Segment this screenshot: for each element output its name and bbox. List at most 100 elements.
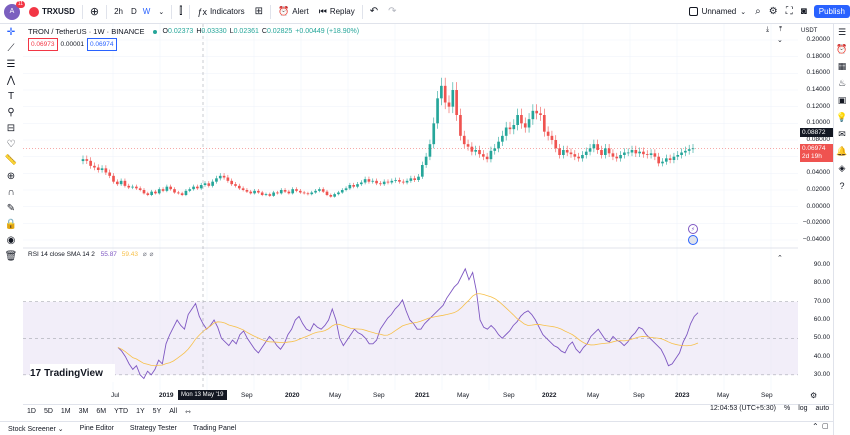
- trend-line-tool[interactable]: ⟋: [0, 40, 22, 56]
- time-tick: 2019: [159, 392, 174, 399]
- compare-symbol-button[interactable]: ⊕: [85, 0, 104, 24]
- tab-trading-panel[interactable]: Trading Panel: [192, 425, 237, 432]
- publish-button[interactable]: Publish: [813, 5, 850, 18]
- symbol-label: TRXUSD: [42, 7, 75, 16]
- calendar-button[interactable]: ▣: [834, 92, 850, 109]
- candle: [607, 144, 611, 157]
- candle: [470, 142, 474, 156]
- range-1d-button[interactable]: 1D: [27, 408, 36, 415]
- range-1y-button[interactable]: 1Y: [136, 408, 145, 415]
- range-1m-button[interactable]: 1M: [60, 408, 71, 415]
- notifications-button[interactable]: 🔔: [834, 143, 850, 160]
- replay-button[interactable]: ⏮ Replay: [314, 0, 360, 24]
- axis-settings-icon[interactable]: ⚙: [810, 391, 818, 400]
- price-axis[interactable]: 0.20000 0.18000 0.16000 0.14000 0.12000 0.100…: [798, 24, 833, 390]
- legend-title[interactable]: TRON / TetherUS · 1W · BINANCE: [28, 27, 145, 36]
- stay-drawing-tool[interactable]: ✎: [0, 200, 22, 216]
- buy-price-box[interactable]: 0.06974: [87, 38, 117, 51]
- settings-button[interactable]: ⚙: [765, 6, 782, 17]
- chat-button[interactable]: ✉: [834, 126, 850, 143]
- layout-name-button[interactable]: Unnamed ⌄: [684, 0, 752, 24]
- hotlists-button[interactable]: ♨: [834, 75, 850, 92]
- price-chart[interactable]: [23, 24, 798, 390]
- tab-strategy-tester[interactable]: Strategy Tester: [129, 425, 177, 432]
- interval-2h-button[interactable]: 2h: [114, 7, 124, 16]
- help-button[interactable]: ?: [834, 177, 850, 194]
- eye-slash-icon[interactable]: ⌀: [142, 251, 147, 258]
- time-tick: Sep: [241, 392, 253, 399]
- layout-templates-button[interactable]: ⊞: [250, 0, 268, 24]
- eye-slash-icon[interactable]: ⌀: [149, 251, 154, 258]
- range-all-button[interactable]: All: [169, 408, 178, 415]
- fullscreen-button[interactable]: ⛶: [782, 6, 797, 17]
- collapse-panel-icon[interactable]: ⌃: [812, 422, 819, 431]
- ideas-button[interactable]: 💡: [834, 109, 850, 126]
- candle: [474, 145, 478, 156]
- crosshair-tool[interactable]: ✛: [0, 24, 22, 40]
- redo-button[interactable]: ↷: [383, 0, 401, 24]
- range-3m-button[interactable]: 3M: [78, 408, 89, 415]
- range-5y-button[interactable]: 5Y: [152, 408, 162, 415]
- data-window-button[interactable]: ▦: [834, 58, 850, 75]
- prediction-tool[interactable]: ⚲: [0, 104, 22, 120]
- currency-label[interactable]: USDT: [801, 28, 818, 34]
- auto-scale-toggle[interactable]: auto: [815, 405, 830, 412]
- candle: [142, 188, 146, 195]
- layers-button[interactable]: ◈: [834, 160, 850, 177]
- sell-price-box[interactable]: 0.06973: [28, 38, 58, 51]
- range-ytd-button[interactable]: YTD: [114, 408, 129, 415]
- price-tick: 0.04000: [806, 169, 831, 177]
- rsi-legend[interactable]: RSI 14 close SMA 14 2 55.87 59.43 ⌀ ⌀: [28, 250, 154, 258]
- log-scale-toggle[interactable]: log: [798, 405, 808, 412]
- range-6m-button[interactable]: 6M: [96, 408, 107, 415]
- scale-arrow-icon[interactable]: ⤓: [766, 26, 770, 33]
- user-avatar[interactable]: A 11: [4, 0, 25, 20]
- icons-tool[interactable]: ♡: [0, 136, 22, 152]
- undo-button[interactable]: ↶: [365, 0, 383, 24]
- calendar-icon: ▣: [837, 95, 847, 105]
- clock-label[interactable]: 12:04:53 (UTC+5:30): [710, 405, 776, 412]
- date-range-icon[interactable]: ⇿: [185, 408, 191, 416]
- fib-tool[interactable]: ☰: [0, 56, 22, 72]
- range-5d-button[interactable]: 5D: [43, 408, 53, 415]
- interval-dropdown-button[interactable]: ⌄: [153, 0, 169, 24]
- candle: [112, 173, 115, 184]
- scale-arrow-icon[interactable]: ⤒: [779, 26, 783, 33]
- ruler-tool[interactable]: 📏: [0, 152, 22, 168]
- candle: [165, 184, 169, 193]
- magnet-tool[interactable]: ∩: [0, 184, 22, 200]
- remove-tool[interactable]: 🗑: [0, 248, 22, 264]
- lock-tool[interactable]: 🔒: [0, 216, 22, 232]
- search-button[interactable]: ⌕: [751, 6, 765, 17]
- candle: [489, 146, 493, 163]
- candle: [180, 191, 184, 197]
- interval-d-button[interactable]: D: [131, 7, 137, 16]
- time-axis[interactable]: Jul 2019 Sep 2020 May Sep 2021 May Sep 2022 May Sep…: [23, 390, 798, 402]
- flag-event-icon[interactable]: [688, 235, 698, 245]
- candle: [356, 181, 359, 189]
- watchlist-button[interactable]: ☰: [834, 24, 850, 41]
- pane-maximize-icon[interactable]: ⌃: [777, 255, 783, 262]
- zoom-tool[interactable]: ⊕: [0, 168, 22, 184]
- divider: [270, 4, 272, 19]
- tab-pine-editor[interactable]: Pine Editor: [79, 425, 114, 432]
- indicators-button[interactable]: ƒx Indicators: [192, 0, 249, 24]
- alerts-button[interactable]: ⏰: [834, 41, 850, 58]
- tab-stock-screener[interactable]: Stock Screener ⌄: [8, 425, 64, 433]
- maximize-panel-icon[interactable]: ▢: [822, 423, 829, 430]
- candle: [325, 189, 329, 197]
- long-position-icon: ⊟: [6, 122, 16, 134]
- symbol-search-button[interactable]: TRXUSD: [24, 0, 80, 24]
- alert-button[interactable]: ⏰ Alert: [273, 0, 314, 24]
- text-tool[interactable]: T: [0, 88, 22, 104]
- hide-tool[interactable]: ◉: [0, 232, 22, 248]
- pattern-tool[interactable]: ⋀: [0, 72, 22, 88]
- dividend-event-icon[interactable]: ⚡: [688, 224, 698, 234]
- percent-scale-toggle[interactable]: %: [783, 405, 791, 412]
- pane-collapse-icon[interactable]: ⌄: [777, 37, 783, 44]
- candle: [386, 179, 390, 185]
- interval-w-button[interactable]: W: [142, 7, 151, 16]
- chart-type-button[interactable]: ⫿: [174, 0, 187, 24]
- snapshot-button[interactable]: ◙: [797, 6, 811, 17]
- measure-tool[interactable]: ⊟: [0, 120, 22, 136]
